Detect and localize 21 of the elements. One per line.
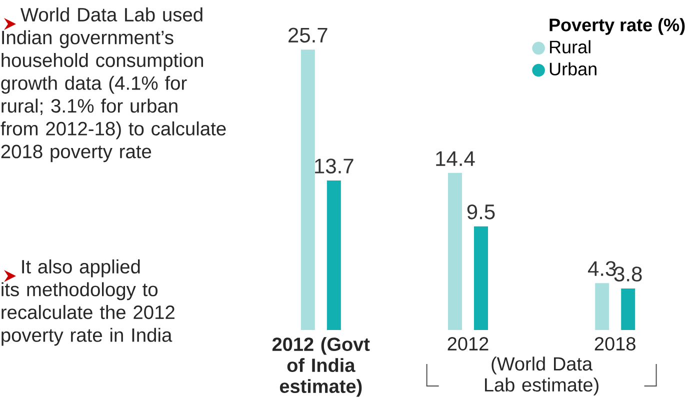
- data-label: 9.5: [467, 204, 495, 220]
- data-label: 4.3: [588, 261, 616, 276]
- legend-title: Poverty rate (%): [550, 18, 685, 35]
- text: It also applied its methodology to recalculate the 2012 poverty rate in India: [2, 259, 174, 346]
- legend-label: Urban: [550, 62, 596, 76]
- x-tick-label: 2012: [448, 337, 488, 351]
- data-label: 25.7: [288, 28, 328, 43]
- data-label: 14.4: [436, 151, 475, 166]
- text: World Data Lab used Indian government’s household consumption growth data (4.1% for rural; 3.1% for urban from 2012-18) to calculate 2018 poverty rate: [0, 7, 226, 162]
- bar: [300, 50, 315, 330]
- bar: [448, 172, 462, 330]
- x-tick-label: 2018: [594, 337, 636, 351]
- data-label: 3.8: [614, 266, 642, 282]
- bar: [474, 226, 488, 330]
- bar: [621, 288, 636, 330]
- x-tick-label: 2012 (Govt of India estimate): [272, 337, 370, 397]
- text: (World Data Lab estimate): [485, 356, 598, 396]
- bar: [595, 283, 610, 330]
- bar: [326, 180, 341, 330]
- data-label: 13.7: [315, 158, 354, 174]
- legend-label: Rural: [550, 40, 590, 54]
